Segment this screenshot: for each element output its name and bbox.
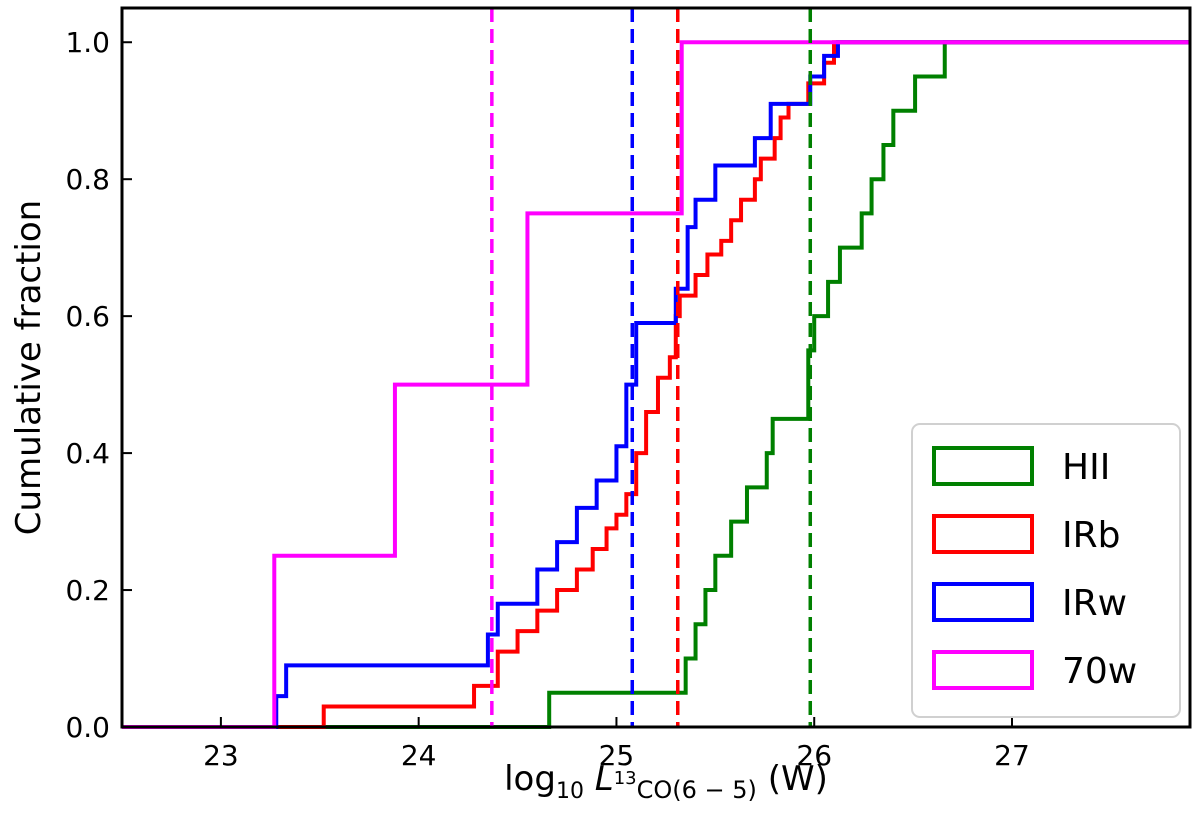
y-tick-label: 0.6	[65, 300, 110, 333]
cdf-line-irb	[122, 40, 1190, 729]
median-lines	[490, 8, 813, 727]
legend-swatch-irb	[932, 514, 1034, 554]
plot-frame	[120, 6, 1192, 729]
legend-swatch-70w	[932, 650, 1034, 690]
y-tick-label: 1.0	[65, 26, 110, 59]
cdf-line-70w	[122, 40, 1190, 729]
legend-swatch-hii	[932, 446, 1034, 486]
cdf-line-irw	[122, 40, 1190, 729]
axis-ticks: 23 24 25 26 27 0.0 0.2 0.4 0.6 0.8 1.0	[65, 26, 1029, 772]
x-tick-label: 24	[401, 739, 437, 772]
y-tick-label: 0.8	[65, 163, 110, 196]
legend-box	[911, 423, 1181, 718]
x-tick-label: 27	[994, 739, 1030, 772]
y-tick-label: 0.4	[65, 437, 110, 470]
x-tick-label: 26	[796, 739, 832, 772]
legend-label-irb: IRb	[1062, 515, 1120, 556]
y-axis-label: Cumulative fraction	[9, 200, 49, 535]
x-axis-label: log10 L13CO(6 − 5) (W)	[504, 759, 828, 804]
x-tick-label: 23	[203, 739, 239, 772]
legend-label-hii: HII	[1062, 447, 1110, 488]
y-tick-label: 0.0	[65, 711, 110, 744]
legend-label-70w: 70w	[1062, 651, 1137, 692]
x-tick-label: 25	[599, 739, 635, 772]
legend: HII IRb IRw 70w	[911, 423, 1181, 718]
legend-swatch-irw	[932, 582, 1034, 622]
y-tick-label: 0.2	[65, 574, 110, 607]
legend-label-irw: IRw	[1062, 583, 1127, 624]
